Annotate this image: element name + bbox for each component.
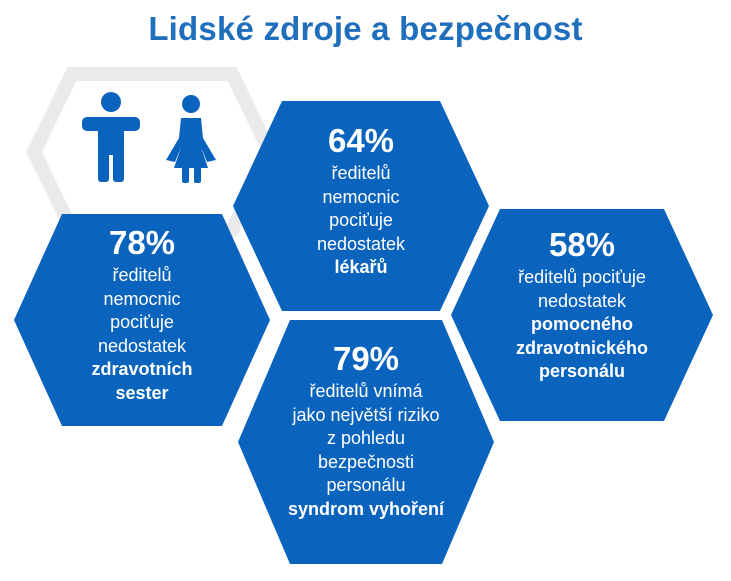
- card-burnout-highlight: syndrom vyhoření: [287, 498, 445, 519]
- card-nurses-line: nemocnic: [103, 288, 181, 309]
- card-burnout-line: bezpečnosti: [317, 451, 415, 472]
- card-doctors-percent: 64%: [327, 122, 395, 159]
- card-support-staff-line: ředitelů pociťuje: [518, 267, 646, 287]
- card-burnout-line: jako největší riziko: [292, 404, 440, 425]
- man-icon: [82, 92, 140, 182]
- card-doctors-highlight: lékařů: [334, 257, 388, 277]
- card-support-staff-highlight: personálu: [538, 361, 626, 381]
- card-support-staff: 58% ředitelů pociťuje nedostatek pomocné…: [482, 226, 682, 384]
- card-doctors-line: ředitelů: [331, 163, 391, 183]
- card-support-staff-line: nedostatek: [537, 290, 627, 311]
- card-nurses: 78% ředitelů nemocnic pociťuje nedostate…: [57, 224, 227, 405]
- hexagon-burnout: [238, 320, 494, 564]
- hexagon-support-staff: [451, 209, 713, 421]
- card-doctors-line: pociťuje: [329, 210, 393, 230]
- card-doctors: 64% ředitelů nemocnic pociťuje nedostate…: [276, 122, 446, 280]
- card-burnout: 79% ředitelů vnímá jako největší riziko …: [261, 340, 471, 521]
- page-title: Lidské zdroje a bezpečnost: [148, 10, 583, 47]
- card-doctors-line: nemocnic: [322, 186, 400, 207]
- card-nurses-percent: 78%: [108, 224, 176, 261]
- card-burnout-line: z pohledu: [326, 428, 406, 448]
- card-burnout-percent: 79%: [332, 340, 400, 377]
- card-nurses-line: nedostatek: [97, 335, 187, 356]
- card-nurses-highlight: zdravotních: [91, 359, 193, 379]
- card-nurses-line: pociťuje: [110, 312, 174, 332]
- card-support-staff-percent: 58%: [548, 226, 616, 263]
- hexagon-nurses: [14, 214, 270, 426]
- card-doctors-line: nedostatek: [316, 233, 406, 254]
- card-burnout-line: personálu: [326, 475, 406, 495]
- card-nurses-highlight: sester: [115, 382, 169, 403]
- card-support-staff-highlight: pomocného: [531, 314, 633, 334]
- card-nurses-line: ředitelů: [112, 265, 172, 285]
- woman-icon: [166, 95, 216, 183]
- outline-hexagon: [26, 67, 278, 237]
- card-burnout-line: ředitelů vnímá: [309, 381, 423, 401]
- hexagon-doctors: [233, 101, 489, 311]
- card-support-staff-highlight: zdravotnického: [515, 337, 649, 358]
